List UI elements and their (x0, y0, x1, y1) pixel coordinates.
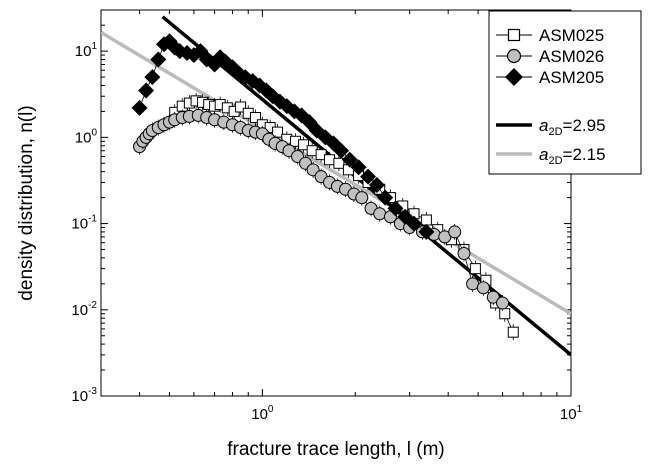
data-point (138, 82, 155, 99)
legend-fit-215-label: a2D=2.15 (539, 145, 606, 167)
data-point (377, 189, 394, 206)
data-point (150, 51, 167, 68)
data-point (355, 191, 369, 205)
data-point (457, 246, 471, 260)
data-point (272, 126, 284, 138)
legend-fit-295-label: a2D=2.95 (539, 116, 606, 138)
data-point (249, 111, 261, 123)
data-point (476, 281, 490, 295)
data-point (387, 200, 404, 217)
x-tick-label: 101 (560, 404, 583, 423)
data-series (131, 33, 519, 341)
legend-asm026-marker (506, 48, 522, 64)
data-point (298, 139, 310, 151)
data-point (333, 157, 345, 169)
legend-asm205-marker (505, 68, 523, 86)
series-line (139, 114, 503, 304)
data-point (418, 223, 435, 240)
data-point (235, 101, 247, 113)
data-point (144, 69, 161, 86)
series-asm205 (131, 33, 435, 240)
data-point (406, 215, 423, 232)
axis-tick-labels: 100 101 10-3 10-2 10-1 100 101 (71, 41, 582, 423)
data-point (499, 308, 511, 320)
data-point (486, 290, 500, 304)
data-point (341, 151, 358, 168)
data-point (420, 214, 432, 226)
y-axis-title-text: density distribution, n(l) (16, 105, 37, 300)
series-asm025 (169, 92, 519, 341)
series-line (174, 100, 514, 333)
data-point (448, 225, 462, 239)
data-point (373, 207, 387, 221)
data-point (350, 159, 367, 176)
legend-asm026-label: ASM026 (539, 47, 604, 66)
plot-frame (100, 9, 572, 397)
y-tick-label: 10-2 (71, 300, 97, 319)
legend: ASM025 ASM026 ASM205 a2D=2.95 a2D=2.15 (488, 10, 642, 175)
data-point (368, 177, 385, 194)
y-tick-label: 10-3 (71, 386, 97, 405)
data-point (333, 142, 350, 159)
legend-asm025-marker (507, 28, 521, 42)
x-tick-label: 100 (251, 404, 274, 423)
y-tick-label: 10-1 (71, 214, 97, 233)
data-point (360, 168, 377, 185)
data-point (466, 277, 480, 291)
legend-asm205-label: ASM205 (539, 68, 604, 87)
data-point (131, 99, 148, 116)
data-point (496, 296, 510, 310)
x-axis-title-text: fracture trace length, l (m) (227, 439, 445, 460)
y-tick-label: 101 (75, 41, 98, 60)
x-axis-title: fracture trace length, l (m) (227, 439, 445, 460)
y-axis-title: density distribution, n(l) (16, 105, 37, 300)
data-point (469, 263, 481, 275)
data-point (323, 154, 335, 166)
legend-asm025-label: ASM025 (539, 26, 604, 45)
data-point (507, 326, 519, 338)
y-tick-label: 100 (75, 127, 98, 146)
fit-line-2.15 (101, 30, 571, 316)
